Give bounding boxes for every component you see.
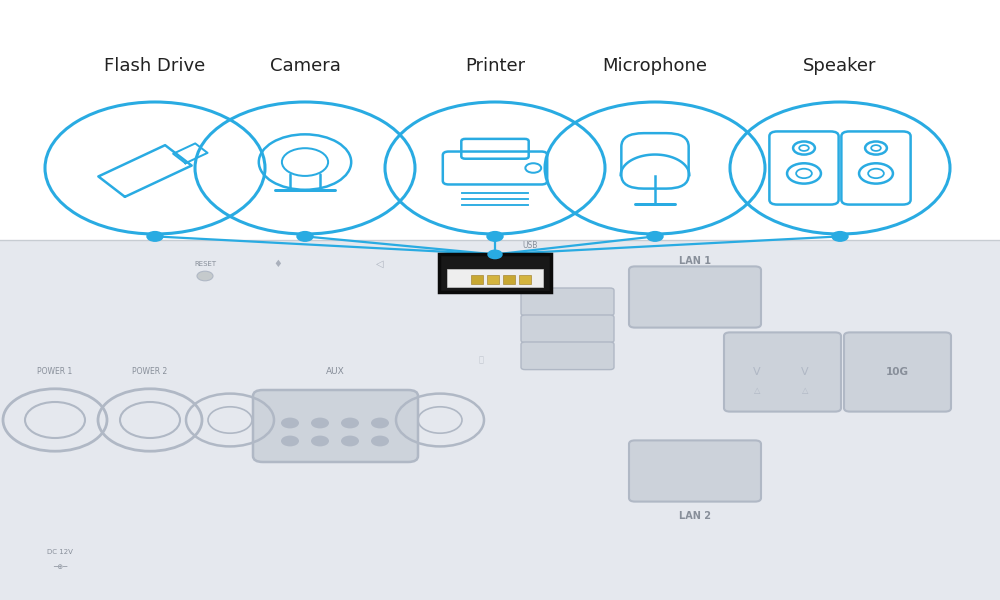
Text: POWER 1: POWER 1	[37, 367, 73, 377]
Circle shape	[371, 418, 389, 428]
Text: DC 12V: DC 12V	[47, 549, 73, 555]
Circle shape	[371, 436, 389, 446]
Circle shape	[311, 436, 329, 446]
Text: ◁: ◁	[376, 259, 384, 269]
Text: Speaker: Speaker	[803, 57, 877, 75]
Text: POWER 2: POWER 2	[132, 367, 168, 377]
Circle shape	[281, 418, 299, 428]
FancyBboxPatch shape	[629, 440, 761, 502]
Circle shape	[147, 232, 163, 241]
FancyBboxPatch shape	[503, 275, 515, 284]
FancyBboxPatch shape	[844, 332, 951, 412]
FancyBboxPatch shape	[521, 315, 614, 343]
FancyBboxPatch shape	[487, 275, 499, 284]
Circle shape	[297, 232, 313, 241]
Circle shape	[341, 418, 359, 428]
FancyBboxPatch shape	[447, 269, 543, 287]
Text: RESET: RESET	[194, 261, 216, 267]
FancyBboxPatch shape	[519, 275, 531, 284]
FancyBboxPatch shape	[253, 390, 418, 462]
Text: Microphone: Microphone	[602, 57, 708, 75]
Circle shape	[647, 232, 663, 241]
Text: Printer: Printer	[465, 57, 525, 75]
Text: △: △	[802, 385, 808, 395]
FancyBboxPatch shape	[521, 342, 614, 370]
Circle shape	[311, 418, 329, 428]
FancyBboxPatch shape	[521, 288, 614, 316]
Text: 🔒: 🔒	[479, 355, 484, 364]
Circle shape	[341, 436, 359, 446]
FancyBboxPatch shape	[471, 275, 483, 284]
Text: 10G: 10G	[886, 367, 908, 377]
Circle shape	[488, 250, 502, 259]
FancyBboxPatch shape	[0, 240, 1000, 600]
Text: LAN 1: LAN 1	[679, 256, 711, 266]
Circle shape	[832, 232, 848, 241]
Text: AUX: AUX	[326, 367, 344, 377]
Circle shape	[197, 271, 213, 281]
FancyBboxPatch shape	[439, 254, 551, 292]
FancyBboxPatch shape	[629, 266, 761, 328]
Text: ♦: ♦	[274, 259, 282, 269]
Text: ─⊕─: ─⊕─	[53, 564, 67, 570]
FancyBboxPatch shape	[724, 332, 841, 412]
Text: USB: USB	[522, 241, 538, 251]
Text: △: △	[754, 385, 760, 395]
Text: Flash Drive: Flash Drive	[104, 57, 206, 75]
Text: LAN 2: LAN 2	[679, 511, 711, 521]
Text: Camera: Camera	[270, 57, 340, 75]
Text: V: V	[753, 367, 761, 377]
Circle shape	[281, 436, 299, 446]
Text: V: V	[801, 367, 809, 377]
Circle shape	[487, 232, 503, 241]
